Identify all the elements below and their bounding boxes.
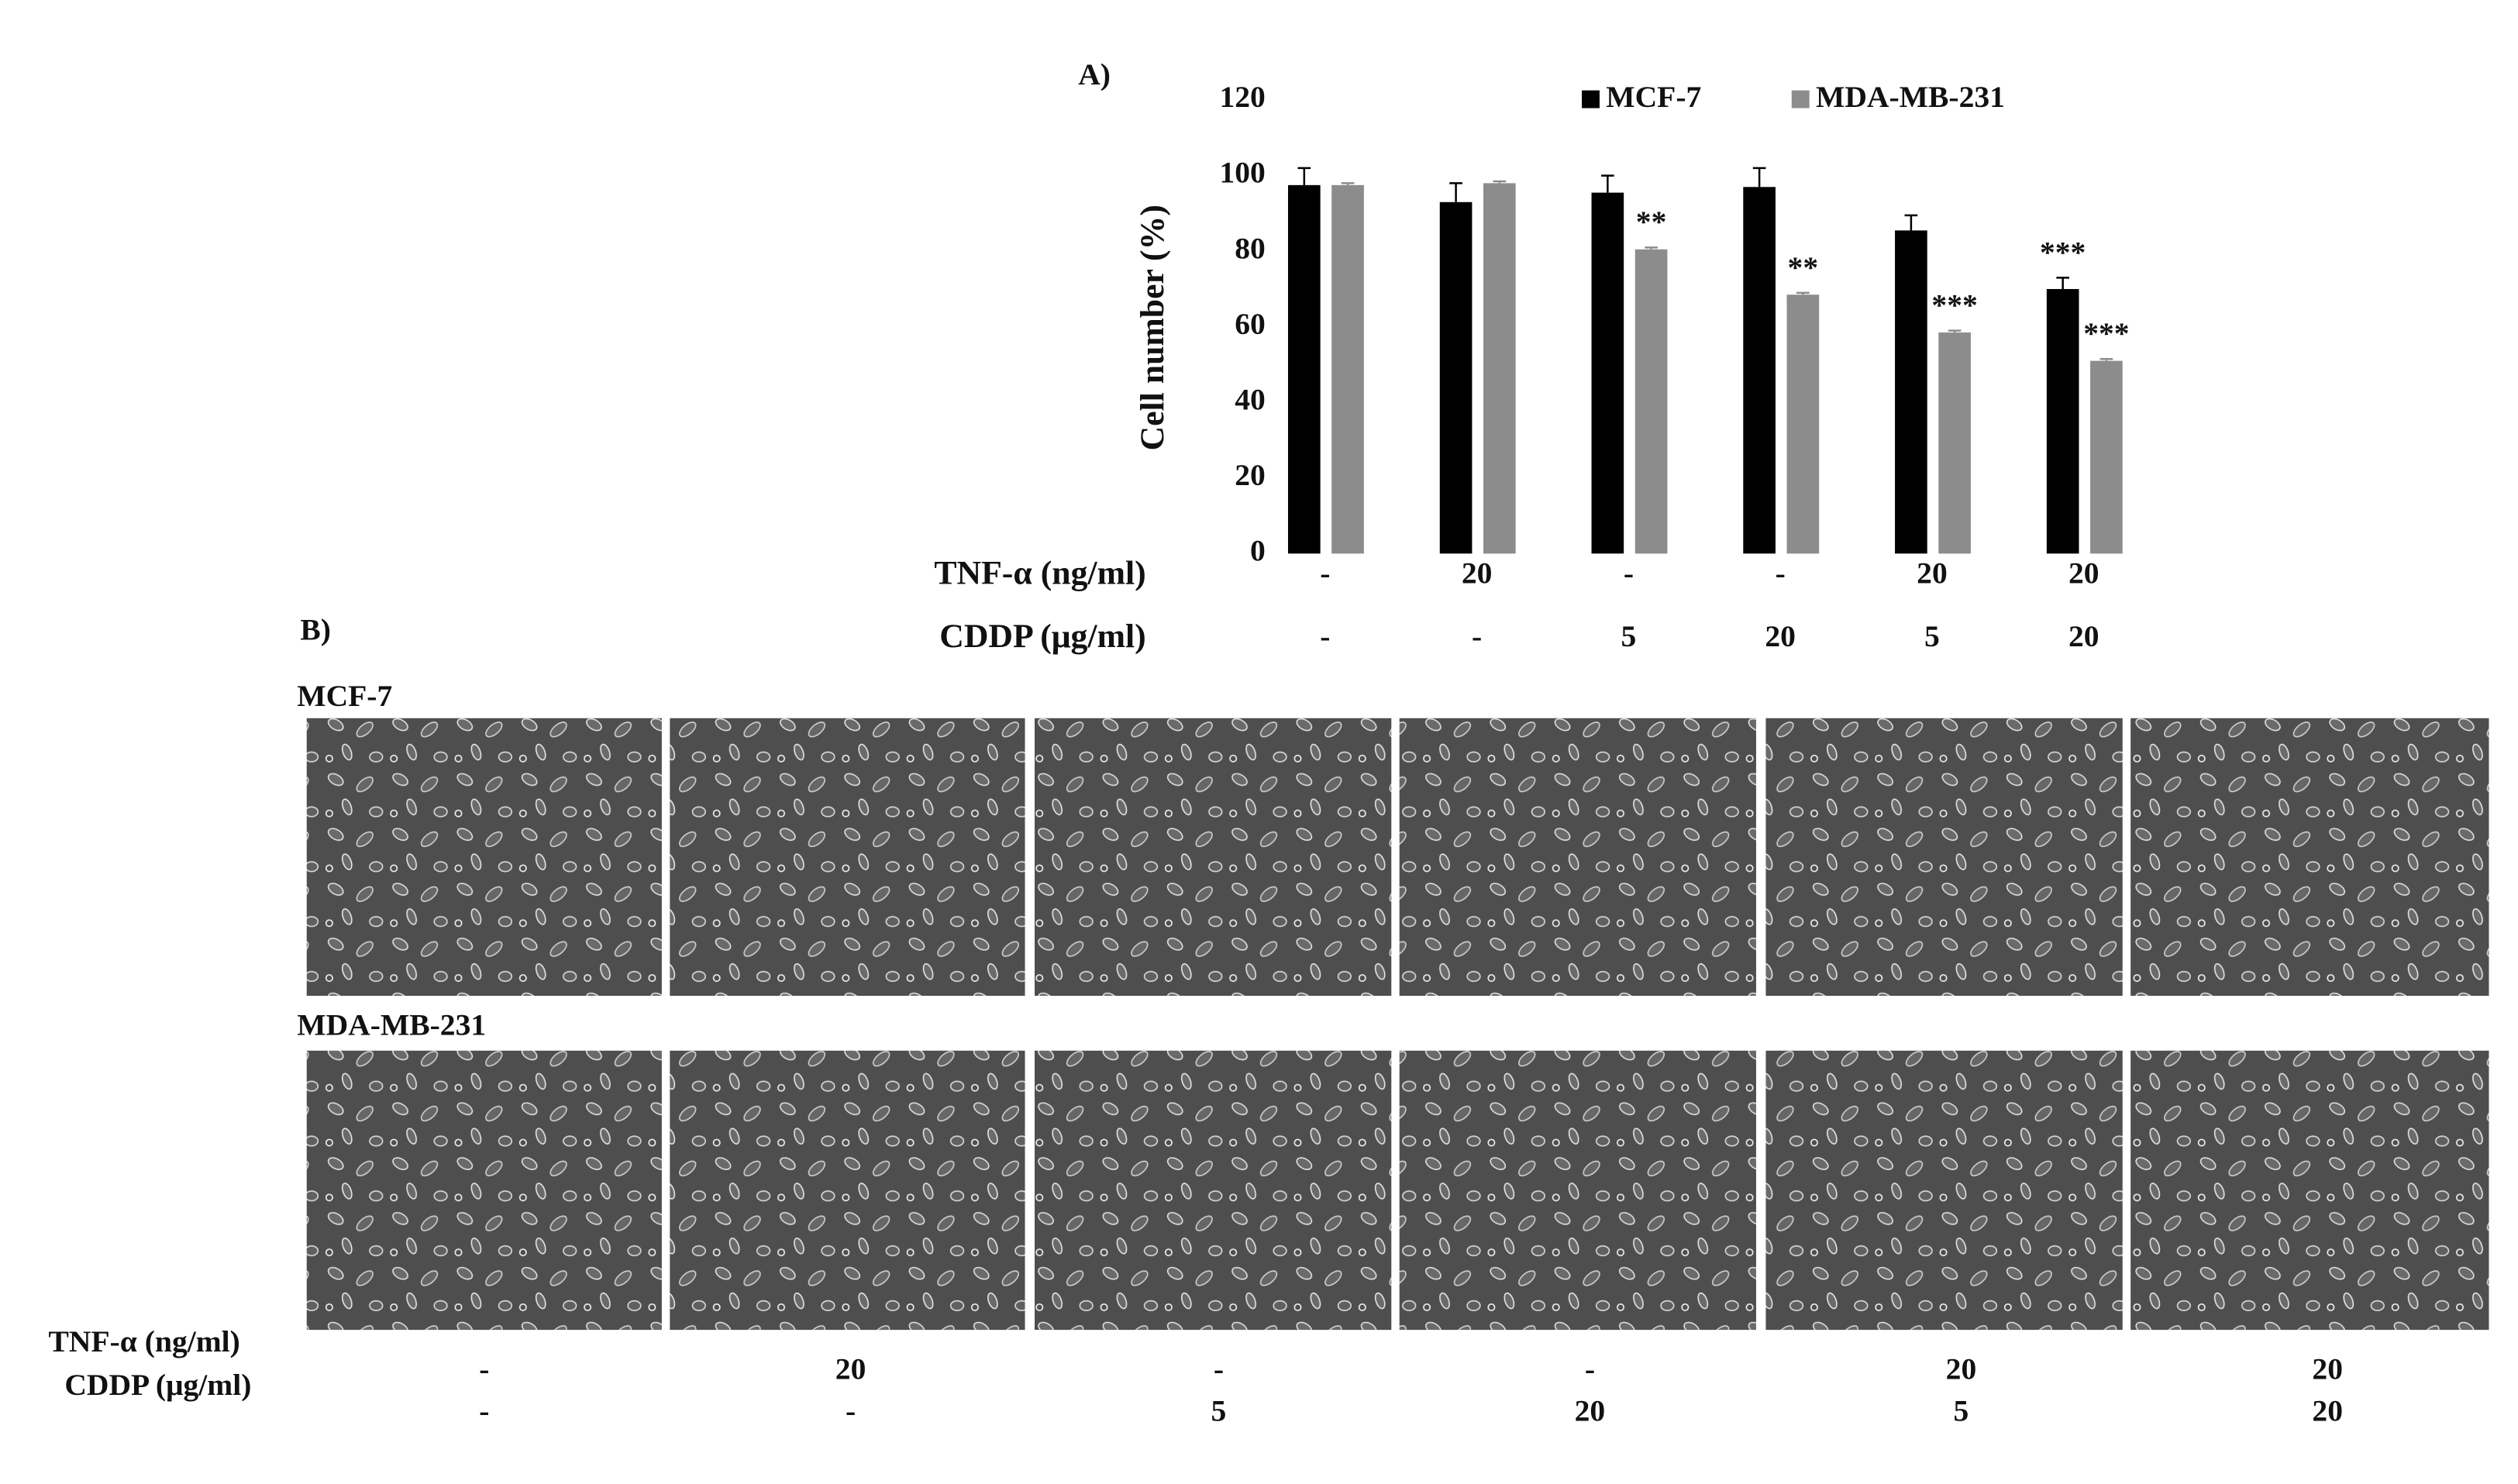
micrograph (1399, 1050, 1756, 1331)
micrograph (1765, 1050, 2123, 1331)
error-bar (1796, 291, 1810, 295)
bar (1634, 249, 1668, 554)
condition-value: 20 (2068, 619, 2099, 653)
panel-a-title: A) (1078, 57, 1111, 91)
bar (1483, 183, 1516, 554)
condition-value: - (479, 1351, 489, 1386)
bar (1439, 201, 1473, 554)
condition-value: - (1472, 619, 1482, 653)
error-bar (1752, 167, 1766, 188)
condition-value: 20 (1462, 556, 1493, 591)
condition-label: TNF-α (ng/ml) (49, 1324, 240, 1358)
bar (1331, 184, 1364, 554)
y-tick-label: 20 (1235, 458, 1266, 492)
y-tick-label: 80 (1235, 231, 1266, 265)
micrograph (1765, 718, 2123, 996)
micrographs (306, 718, 2489, 1331)
condition-value: 20 (835, 1351, 866, 1386)
bar (1938, 332, 1971, 554)
micrograph (670, 1050, 1025, 1331)
condition-value: - (1624, 556, 1634, 591)
significance-label: *** (2083, 316, 2129, 350)
error-bar (1601, 174, 1614, 193)
condition-value: 5 (1211, 1393, 1227, 1427)
condition-label: CDDP (μg/ml) (939, 618, 1145, 655)
error-bar (1449, 182, 1462, 202)
significance-label: *** (1931, 288, 1977, 322)
row-label: MDA-MB-231 (297, 1008, 486, 1042)
micrograph (670, 718, 1025, 996)
micrograph (306, 1050, 662, 1331)
y-tick-label: 120 (1219, 80, 1265, 114)
condition-value: - (1585, 1351, 1595, 1386)
bar (1895, 230, 1927, 554)
panel-b-title: B) (300, 612, 331, 646)
error-bar (1904, 214, 1918, 231)
micrograph (1035, 1050, 1392, 1331)
condition-value: 5 (1924, 619, 1940, 653)
error-bar (1493, 180, 1507, 184)
condition-value: 5 (1621, 619, 1637, 653)
bar (1743, 187, 1776, 554)
micrograph (2130, 1050, 2489, 1331)
y-axis-label: Cell number (%) (1134, 205, 1171, 450)
legend-swatch (1791, 90, 1810, 108)
micrograph (1399, 718, 1756, 996)
error-bar (1948, 329, 1962, 333)
legend-label: MCF-7 (1606, 80, 1701, 114)
condition-value: - (1214, 1351, 1224, 1386)
condition-value: - (1320, 556, 1330, 591)
condition-value: 20 (2312, 1393, 2343, 1427)
bar (1591, 192, 1624, 554)
condition-value: 5 (1954, 1393, 1969, 1427)
legend-swatch (1582, 90, 1600, 108)
y-tick-label: 60 (1235, 307, 1266, 341)
error-bar (1341, 182, 1355, 185)
bar (2090, 360, 2123, 554)
significance-label: ** (1636, 205, 1667, 239)
y-tick-label: 100 (1219, 156, 1265, 190)
condition-value: - (479, 1393, 489, 1427)
condition-value: 20 (1765, 619, 1796, 653)
row-label: MCF-7 (297, 679, 392, 713)
condition-value: 20 (2312, 1351, 2343, 1386)
condition-value: - (1320, 619, 1330, 653)
y-tick-label: 40 (1235, 382, 1266, 416)
condition-value: 20 (1575, 1393, 1606, 1427)
condition-label: CDDP (μg/ml) (64, 1368, 251, 1402)
condition-value: - (1776, 556, 1786, 591)
condition-value: 20 (2068, 556, 2099, 591)
significance-label: ** (1788, 250, 1819, 284)
significance-label: *** (2040, 235, 2086, 269)
condition-value: 20 (1917, 556, 1948, 591)
error-bar (2099, 357, 2113, 361)
legend-label: MDA-MB-231 (1816, 80, 2005, 114)
condition-value: - (846, 1393, 856, 1427)
error-bar (2056, 277, 2069, 289)
micrograph (1035, 718, 1392, 996)
error-bar (1645, 246, 1658, 250)
micrograph (306, 718, 662, 996)
condition-label: TNF-α (ng/ml) (934, 555, 1145, 592)
bar (1786, 294, 1820, 554)
micrograph (2130, 718, 2489, 996)
bar (1287, 184, 1321, 554)
bar (2046, 288, 2079, 554)
y-tick-label: 0 (1250, 533, 1266, 567)
condition-value: 20 (1946, 1351, 1977, 1386)
error-bar (1297, 167, 1311, 185)
